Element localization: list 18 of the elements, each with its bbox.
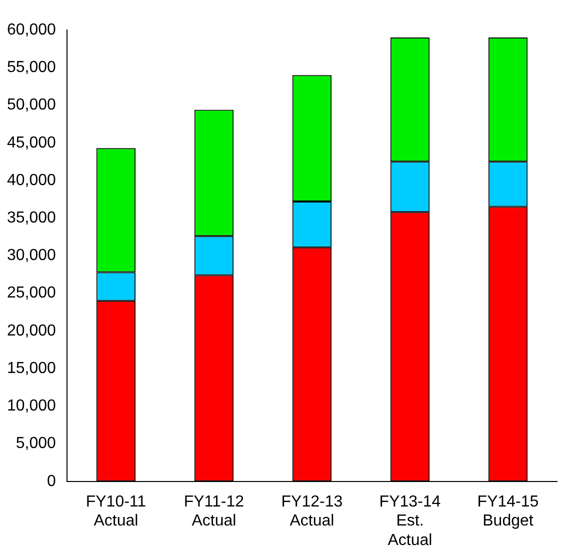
y-tick-label: 60,000 xyxy=(7,21,56,38)
y-tick-label: 10,000 xyxy=(7,398,56,415)
x-tick-label: FY12-13 Actual xyxy=(281,493,343,530)
y-tick-label: 15,000 xyxy=(7,360,56,377)
y-tick-label: 25,000 xyxy=(7,284,56,302)
x-tick-label: FY14-15 Budget xyxy=(477,493,539,530)
x-tick-label: FY13-14 Est. Actual xyxy=(379,493,441,549)
y-tick-label: 0 xyxy=(47,472,56,490)
y-tick-label: 30,000 xyxy=(7,247,56,264)
y-tick-label: 5,000 xyxy=(16,435,56,452)
y-tick-label: 45,000 xyxy=(7,134,56,152)
y-tick-label: 35,000 xyxy=(7,209,56,226)
y-tick-label: 55,000 xyxy=(7,59,56,76)
x-tick-label: FY11-12 Actual xyxy=(184,493,244,530)
y-tick-label: 20,000 xyxy=(7,322,56,340)
y-tick-label: 50,000 xyxy=(7,96,56,114)
x-tick-label: FY10-11 Actual xyxy=(86,493,146,530)
y-tick-label: 40,000 xyxy=(7,172,56,189)
